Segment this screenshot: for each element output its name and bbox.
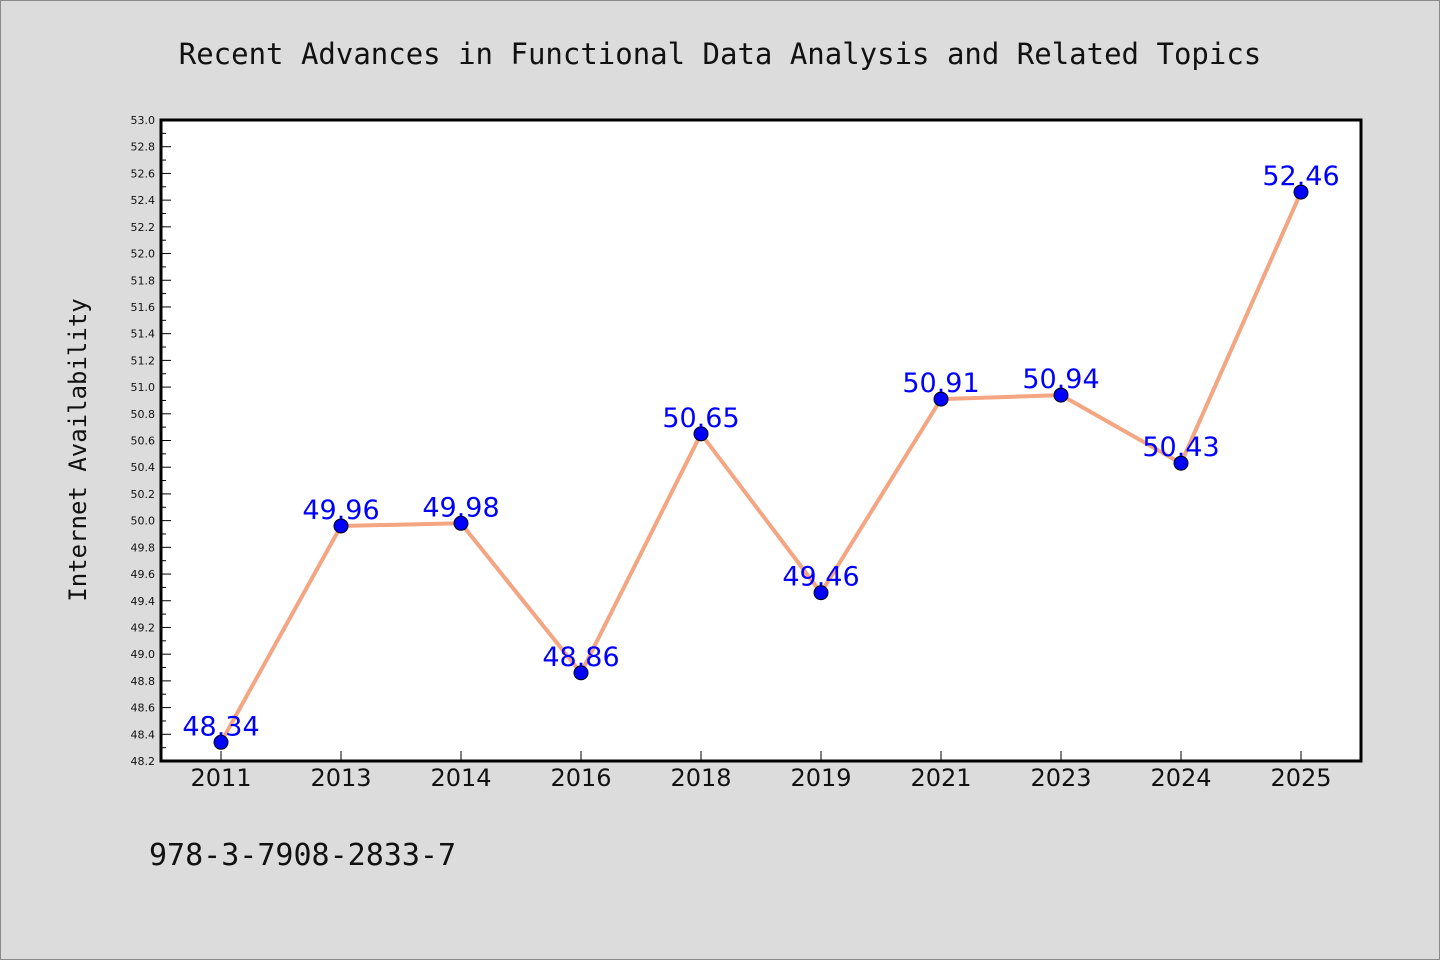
y-tick-label: 49.2 — [131, 621, 156, 634]
data-point-marker — [813, 585, 829, 601]
y-tick-label: 51.0 — [131, 381, 156, 394]
x-tick-label: 2014 — [430, 764, 491, 792]
data-point-label: 49.98 — [422, 492, 499, 523]
data-markers — [213, 184, 1309, 750]
data-point-marker — [213, 734, 229, 750]
y-tick-label: 53.0 — [131, 114, 156, 127]
y-tick-label: 50.8 — [131, 408, 156, 421]
y-tick-label: 50.2 — [131, 488, 156, 501]
x-tick-label: 2024 — [1150, 764, 1211, 792]
x-tick-label: 2016 — [550, 764, 611, 792]
data-point-marker — [1173, 455, 1189, 471]
y-tick-label: 48.4 — [131, 728, 156, 741]
isbn-text: 978-3-7908-2833-7 — [149, 838, 456, 873]
data-point-label: 48.34 — [182, 711, 259, 742]
y-tick-label: 51.2 — [131, 354, 156, 367]
y-axis: 48.2 48.4 48.6 48.8 49.0 49.2 49.4 49.6 49.8 50.0… — [131, 114, 171, 768]
y-tick-label: 52.8 — [131, 141, 156, 154]
x-tick-label: 2018 — [670, 764, 731, 792]
data-point-marker — [453, 515, 469, 531]
plot-frame — [159, 118, 1363, 763]
data-point-label: 50.43 — [1142, 432, 1219, 463]
series-line — [219, 190, 1303, 745]
data-point-marker — [333, 518, 349, 534]
x-tick-label: 2013 — [310, 764, 371, 792]
x-axis: 2011 2013 2014 2016 2018 2019 2021 2023 2024 2025 — [190, 751, 1332, 792]
y-tick-label: 48.6 — [131, 702, 156, 715]
data-point-label: 50.94 — [1022, 364, 1099, 395]
y-tick-label: 48.2 — [131, 755, 156, 768]
y-axis-label: Internet Availability — [64, 298, 92, 601]
y-tick-label: 51.8 — [131, 274, 156, 287]
y-tick-label: 51.4 — [131, 328, 156, 341]
data-point-marker — [693, 426, 709, 442]
plot-area — [161, 120, 1361, 761]
y-tick-label: 49.6 — [131, 568, 156, 581]
y-tick-label: 50.0 — [131, 515, 156, 528]
y-tick-label: 49.4 — [131, 595, 156, 608]
y-tick-label: 52.6 — [131, 167, 156, 180]
y-tick-label: 48.8 — [131, 675, 156, 688]
y-tick-label: 52.2 — [131, 221, 156, 234]
x-tick-label: 2023 — [1030, 764, 1091, 792]
data-point-label: 52.46 — [1262, 161, 1339, 192]
chart-title: Recent Advances in Functional Data Analy… — [179, 37, 1262, 71]
data-point-marker — [1293, 184, 1309, 200]
data-point-label: 50.91 — [902, 368, 979, 399]
x-tick-label: 2019 — [790, 764, 851, 792]
data-labels: 48.34 49.96 49.98 48.86 50.65 49.46 50.91 50.94… — [182, 161, 1339, 742]
x-tick-label: 2021 — [910, 764, 971, 792]
data-point-label: 50.65 — [662, 403, 739, 434]
y-tick-label: 49.8 — [131, 541, 156, 554]
data-point-label: 49.46 — [782, 562, 859, 593]
y-tick-label: 52.0 — [131, 248, 156, 261]
y-tick-label: 50.6 — [131, 435, 156, 448]
x-tick-label: 2011 — [190, 764, 251, 792]
y-tick-label: 50.4 — [131, 461, 156, 474]
data-point-label: 48.86 — [542, 642, 619, 673]
y-tick-label: 51.6 — [131, 301, 156, 314]
data-point-marker — [933, 391, 949, 407]
x-tick-label: 2025 — [1270, 764, 1331, 792]
data-point-marker — [573, 665, 589, 681]
y-tick-label: 49.0 — [131, 648, 156, 661]
y-tick-label: 52.4 — [131, 194, 156, 207]
data-point-label: 49.96 — [302, 495, 379, 526]
data-point-marker — [1053, 387, 1069, 403]
